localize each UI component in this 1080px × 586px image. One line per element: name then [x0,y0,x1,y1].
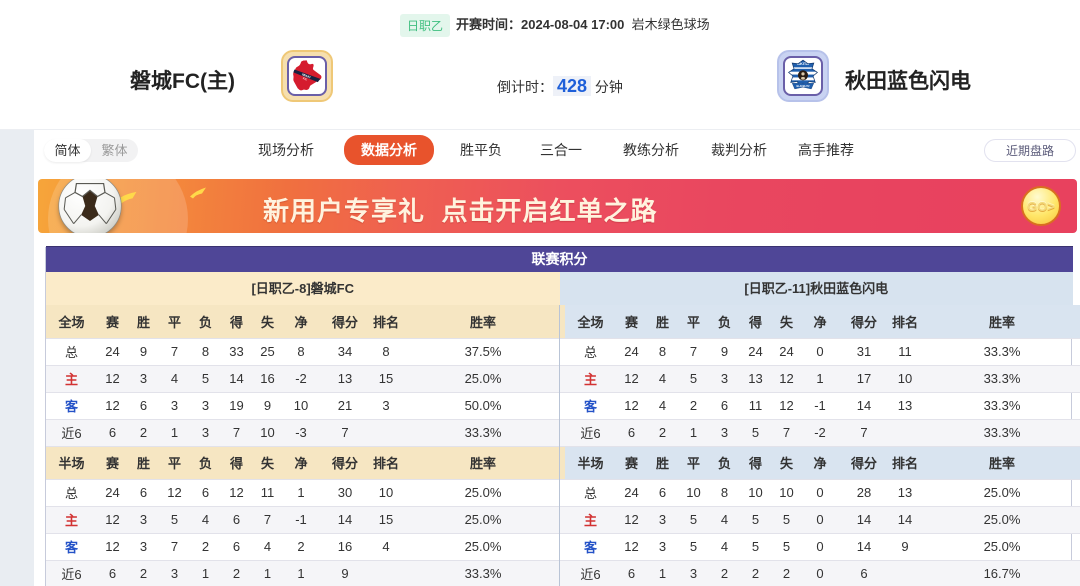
svg-text:AKITA: AKITA [797,61,809,66]
